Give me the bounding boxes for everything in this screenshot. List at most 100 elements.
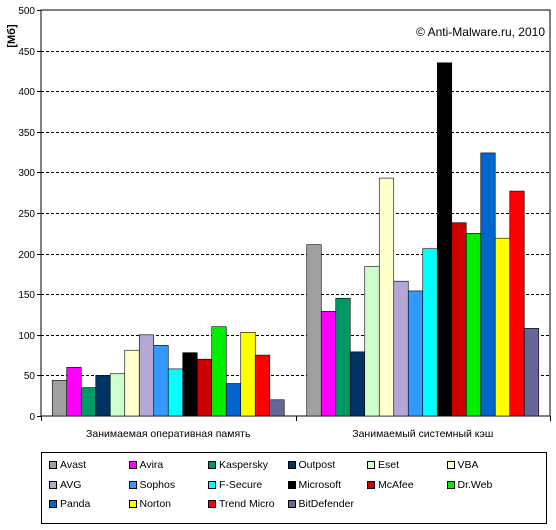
y-tick-label: 500 (18, 6, 35, 17)
legend-item: Outpost (287, 458, 336, 472)
legend-item: McAfee (367, 478, 414, 492)
y-tick-labels: 0 50 100 150 200 250 300 350 400 450 500 (18, 6, 35, 423)
legend-label: Norton (139, 498, 172, 510)
bar-avira (320, 310, 337, 417)
legend-label: Microsoft (298, 478, 342, 491)
legend-label: VBA (457, 459, 479, 471)
bar-sophos (153, 345, 169, 417)
bar-dr-web (211, 326, 227, 417)
chart: 0 50 100 150 200 250 300 350 400 450 500 Занимаема… (6, 6, 551, 440)
bar-mcafee (196, 358, 213, 417)
bar-panda (225, 383, 242, 417)
legend-label: Avast (60, 459, 87, 471)
bar-kaspersky (80, 387, 97, 417)
legend-item: Panda (49, 497, 90, 511)
bar-microsoft (436, 62, 453, 417)
legend-item: Avira (128, 458, 164, 472)
legend-item: Sophos (128, 478, 176, 492)
legend-label: Panda (60, 498, 91, 510)
legend-label: Avira (139, 459, 164, 471)
legend-swatch (49, 461, 57, 469)
bar-norton (494, 237, 511, 417)
bar-outpost (349, 351, 366, 417)
y-tick-label: 450 (18, 47, 35, 58)
bar-norton (240, 332, 256, 417)
bar-avg (138, 334, 155, 417)
bar-vba (124, 349, 140, 417)
bar-microsoft (182, 352, 198, 417)
legend-label: AVG (60, 478, 82, 491)
legend-swatch (208, 500, 216, 508)
legend: Avast Avira Kaspersky Outpost Eset VBA AVG Soph… (41, 452, 547, 524)
legend-swatch (287, 500, 296, 508)
legend-label: Eset (378, 459, 400, 471)
bar-panda (480, 152, 496, 417)
legend-swatch (446, 480, 455, 489)
y-tick-label: 400 (18, 87, 35, 98)
chart-svg: 0 50 100 150 200 250 300 350 400 450 500 Занимаема… (6, 6, 551, 440)
legend-item: Eset (367, 458, 399, 472)
bar-trend-micro (509, 190, 525, 417)
legend-swatch (128, 480, 137, 489)
bar-dr-web (465, 233, 482, 417)
x-category-label: Занимаемый системный кэш (352, 428, 493, 440)
y-tick-label: 300 (18, 168, 35, 179)
y-tick-label: 150 (18, 290, 35, 301)
legend-item: Trend Micro (208, 497, 275, 511)
legend-label: Dr.Web (457, 478, 493, 491)
legend-item: Microsoft (287, 478, 342, 492)
bar-mcafee (451, 222, 467, 417)
bar-bitdefender (269, 399, 285, 417)
legend-label: Trend Micro (219, 498, 275, 510)
legend-swatch (208, 480, 216, 489)
legend-swatch (287, 480, 296, 489)
legend-item: Kaspersky (208, 458, 268, 472)
bar-avg (393, 280, 409, 417)
legend-label: F-Secure (219, 478, 263, 491)
bar-bitdefender (523, 328, 540, 417)
legend-item: F-Secure (208, 478, 262, 492)
bar-kaspersky (335, 297, 351, 417)
y-tick-label: 50 (24, 371, 36, 382)
watermark-text: © Anti-Malware.ru, 2010 (416, 25, 545, 39)
legend-swatch (367, 480, 375, 489)
legend-swatch (446, 461, 455, 469)
bar-eset (364, 266, 380, 417)
y-tick-label: 350 (18, 128, 35, 139)
bar-avast (51, 379, 68, 417)
bar-f-secure (422, 248, 438, 417)
bar-vba (378, 177, 395, 417)
legend-label: BitDefender (298, 498, 354, 510)
legend-label: Outpost (298, 459, 336, 471)
legend-swatch (208, 461, 216, 469)
bar-outpost (95, 375, 111, 417)
bars (51, 62, 540, 417)
legend-swatch (49, 500, 57, 508)
legend-item: Norton (128, 497, 172, 511)
legend-swatch (367, 461, 375, 469)
legend-swatch (287, 461, 296, 469)
y-tick-label: 100 (18, 331, 35, 342)
legend-label: Sophos (139, 478, 176, 491)
y-tick-label: 0 (29, 412, 35, 423)
legend-swatch (128, 500, 137, 508)
legend-swatch (49, 480, 57, 489)
legend-item: BitDefender (287, 497, 354, 511)
bar-sophos (407, 290, 424, 417)
legend-item: Avast (49, 458, 86, 472)
y-axis-label: [Мб] (6, 24, 18, 48)
bar-f-secure (167, 368, 184, 417)
bar-trend-micro (254, 354, 271, 417)
legend-swatch (128, 461, 137, 469)
legend-item: AVG (49, 478, 81, 492)
bar-avira (66, 366, 82, 417)
legend-label: Kaspersky (219, 459, 269, 471)
y-tick-label: 250 (18, 209, 35, 220)
bar-avast (306, 244, 322, 417)
x-category-label: Занимаемая оперативная память (86, 428, 251, 440)
legend-label: McAfee (378, 478, 414, 491)
x-category-labels: Занимаемая оперативная память Занимаемый … (86, 428, 493, 440)
y-tick-label: 200 (18, 250, 35, 261)
axes (37, 10, 551, 421)
bar-eset (109, 373, 126, 417)
